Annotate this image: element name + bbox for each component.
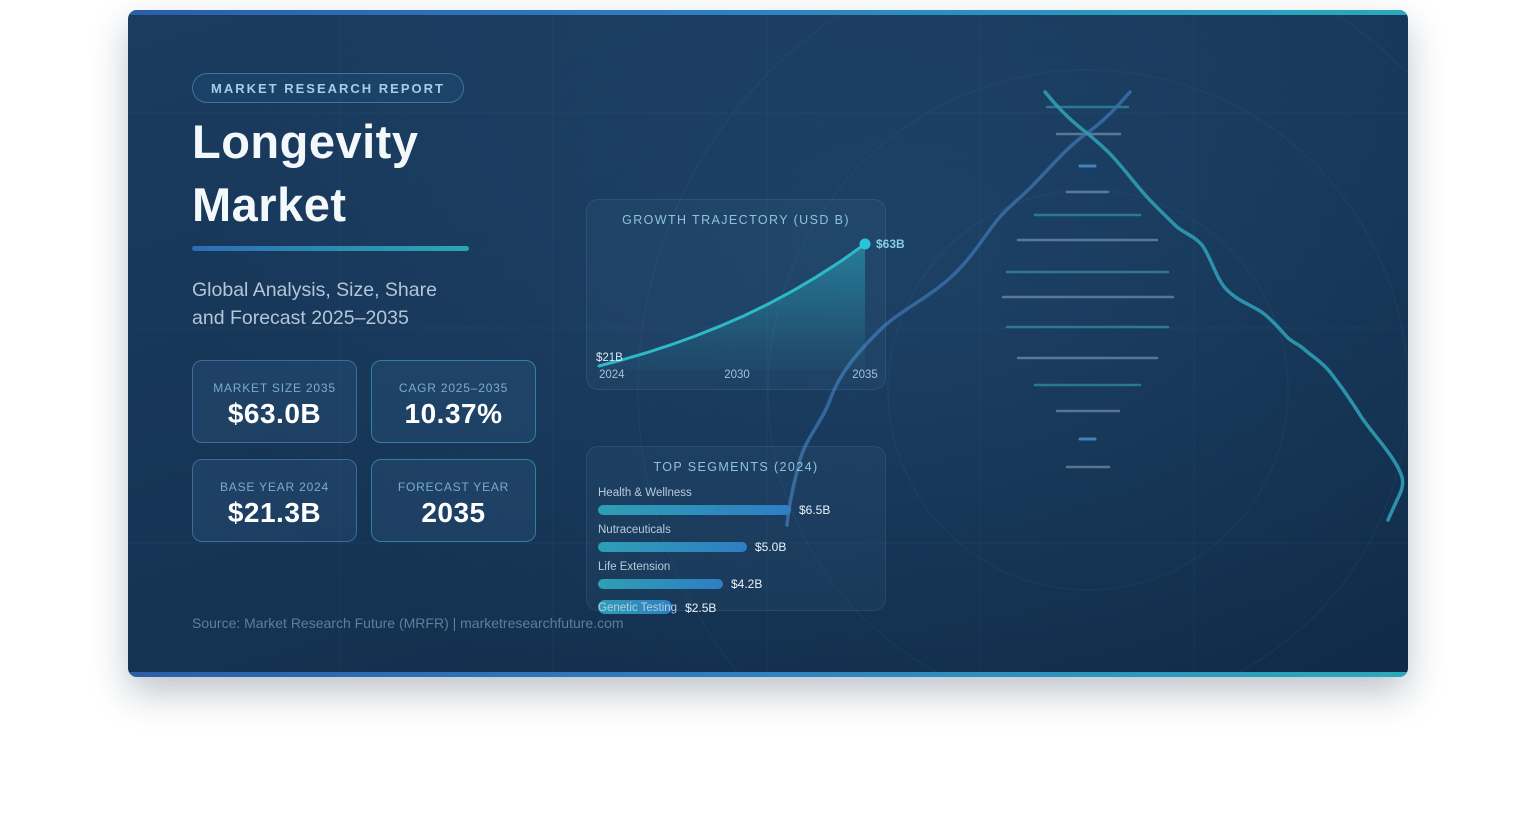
- segment-row-genetic-testing: Genetic Testing $2.5B: [598, 599, 874, 616]
- title-underline: [192, 246, 469, 251]
- report-type-badge: MARKET RESEARCH REPORT: [192, 73, 464, 103]
- stat-card-cagr: CAGR 2025–2035 10.37%: [371, 360, 536, 443]
- segment-label: Life Extension: [598, 561, 671, 573]
- source-attribution: Source: Market Research Future (MRFR) | …: [192, 615, 624, 631]
- segment-row-nutraceuticals: Nutraceuticals $5.0B: [598, 523, 874, 554]
- segments-chart-title: TOP SEGMENTS (2024): [653, 460, 819, 474]
- subtitle: Global Analysis, Size, Share and Forecas…: [192, 276, 437, 332]
- x-tick-2030: 2030: [724, 369, 750, 381]
- stat-label: FORECAST YEAR: [397, 480, 510, 494]
- segment-row-life-extension: Life Extension $4.2B: [598, 560, 874, 591]
- segment-value: $4.2B: [731, 577, 763, 591]
- badge-label: MARKET RESEARCH REPORT: [211, 80, 445, 96]
- stat-label: CAGR 2025–2035: [398, 381, 509, 395]
- title-line-2: Market: [192, 178, 347, 231]
- x-axis: 2024 2030 2035: [587, 369, 885, 383]
- report-slide: MARKET RESEARCH REPORT Longevity Market …: [128, 10, 1408, 677]
- stat-value: 2035: [421, 497, 486, 528]
- stat-value: $21.3B: [227, 497, 322, 528]
- segment-bar: [598, 542, 747, 552]
- stat-value: $63.0B: [227, 398, 322, 429]
- stat-cards: MARKET SIZE 2035 $63.0B CAGR 2025–2035 1…: [192, 360, 536, 542]
- stat-card-base-year: BASE YEAR 2024 $21.3B: [192, 459, 357, 542]
- start-value-label: $21B: [596, 352, 623, 364]
- segments-bar-chart: Health & Wellness $6.5B Nutraceuticals $…: [587, 474, 885, 616]
- segment-bar: [598, 579, 723, 589]
- segment-row-health-wellness: Health & Wellness $6.5B: [598, 486, 874, 517]
- segment-label: Health & Wellness: [598, 487, 692, 499]
- x-tick-2024: 2024: [599, 369, 625, 381]
- bottom-accent-strip: [128, 672, 1408, 677]
- segment-value: $2.5B: [685, 600, 717, 615]
- growth-chart-svg: [597, 238, 871, 370]
- stat-value: 10.37%: [404, 398, 503, 429]
- subtitle-line-2: and Forecast 2025–2035: [192, 307, 409, 329]
- segment-bar: [598, 505, 791, 515]
- segment-label: Nutraceuticals: [598, 524, 671, 536]
- stat-card-forecast-year: FORECAST YEAR 2035: [371, 459, 536, 542]
- segment-value: $5.0B: [755, 540, 787, 554]
- growth-trajectory-panel: GROWTH TRAJECTORY (USD B) $21B $6: [586, 199, 905, 390]
- subtitle-line-1: Global Analysis, Size, Share: [192, 279, 437, 301]
- segment-value: $6.5B: [799, 503, 831, 517]
- growth-area: [599, 244, 865, 370]
- top-segments-panel: TOP SEGMENTS (2024) Health & Wellness $6…: [586, 446, 886, 615]
- title-line-1: Longevity: [192, 115, 419, 168]
- x-tick-2035: 2035: [852, 369, 878, 381]
- stat-card-market-size: MARKET SIZE 2035 $63.0B: [192, 360, 357, 443]
- end-value-label: $63B: [876, 237, 905, 251]
- segment-bar: [598, 600, 672, 614]
- growth-endpoint-dot: [859, 238, 871, 250]
- page-title: Longevity Market: [192, 110, 418, 236]
- stat-label: MARKET SIZE 2035: [213, 381, 336, 395]
- growth-chart: $21B $63B 2024 2030 2035: [587, 200, 905, 389]
- segment-label: Genetic Testing: [598, 601, 678, 614]
- top-accent-strip: [128, 10, 1408, 15]
- stat-label: BASE YEAR 2024: [219, 480, 330, 494]
